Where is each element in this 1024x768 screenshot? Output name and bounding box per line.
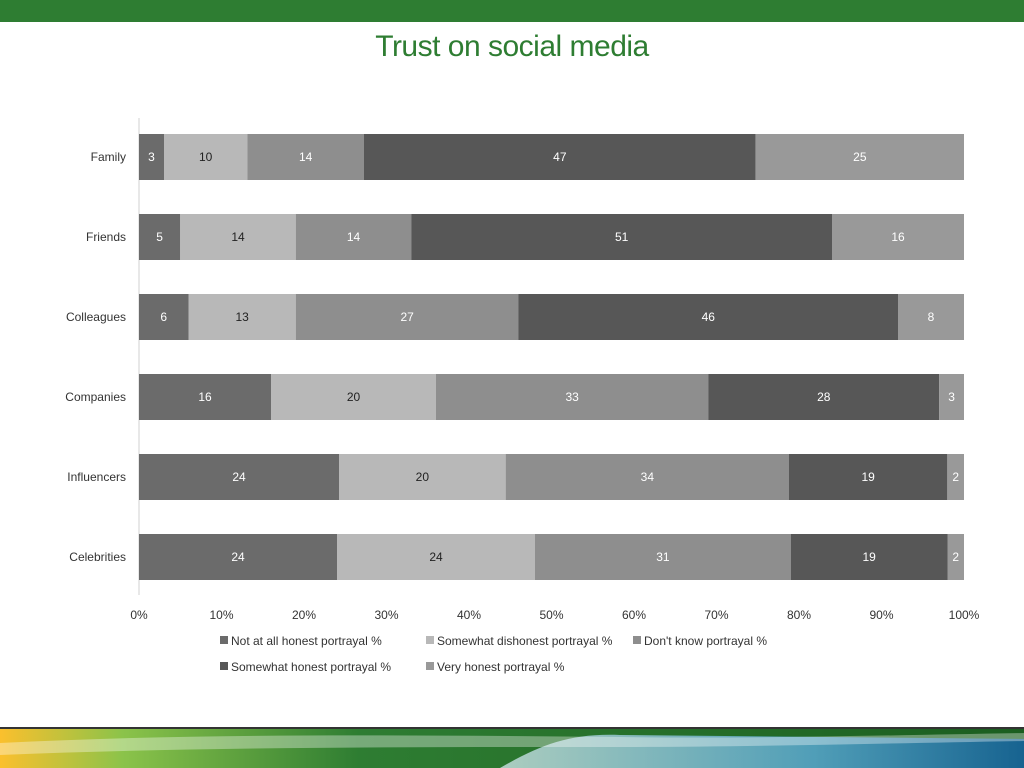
x-tick-label: 80% [787, 608, 811, 622]
data-label: 2 [952, 470, 959, 484]
data-label: 33 [565, 390, 579, 404]
bar-colleagues-don-t-know-portrayal [295, 294, 519, 340]
slide-title: Trust on social media [375, 30, 649, 63]
bar-family-very-honest-portrayal [755, 134, 964, 180]
stacked-bar-chart: 3 10 14 47 25 Family 5 14 14 51 16 Friends 6 13 27 46 8 C… [65, 118, 980, 674]
bar-celebrities-very-honest-portrayal [947, 534, 964, 580]
bar-family-somewhat-dishonest-portrayal [164, 134, 248, 180]
legend-swatch [220, 636, 228, 644]
data-label: 25 [853, 150, 867, 164]
x-tick-label: 30% [374, 608, 398, 622]
data-label: 6 [160, 310, 167, 324]
bar-influencers-don-t-know-portrayal [505, 454, 789, 500]
bar-colleagues-somewhat-honest-portrayal [518, 294, 898, 340]
bar-influencers-very-honest-portrayal [947, 454, 964, 500]
bar-companies-don-t-know-portrayal [436, 374, 709, 420]
legend-label: Somewhat dishonest portrayal % [437, 634, 613, 648]
footer-decoration [0, 725, 1024, 768]
x-tick-label: 20% [292, 608, 316, 622]
data-label: 19 [861, 470, 875, 484]
x-tick-label: 100% [949, 608, 980, 622]
data-label: 24 [429, 550, 443, 564]
legend-label: Somewhat honest portrayal % [231, 660, 391, 674]
data-label: 3 [148, 150, 155, 164]
data-label: 28 [817, 390, 831, 404]
legend-label: Don't know portrayal % [644, 634, 767, 648]
legend-swatch [220, 662, 228, 670]
bar-companies-somewhat-honest-portrayal [708, 374, 940, 420]
x-tick-label: 50% [539, 608, 563, 622]
x-tick-label: 60% [622, 608, 646, 622]
bar-family-don-t-know-portrayal [247, 134, 364, 180]
legend-swatch [426, 662, 434, 670]
data-label: 2 [952, 550, 959, 564]
legend-label: Not at all honest portrayal % [231, 634, 382, 648]
bar-friends-very-honest-portrayal [832, 214, 964, 260]
data-label: 19 [862, 550, 876, 564]
data-label: 47 [553, 150, 567, 164]
data-label: 5 [156, 230, 163, 244]
data-label: 27 [400, 310, 414, 324]
data-label: 10 [199, 150, 213, 164]
legend-swatch [633, 636, 641, 644]
data-label: 34 [641, 470, 655, 484]
bar-friends-don-t-know-portrayal [295, 214, 412, 260]
top-accent-bar [0, 0, 1024, 22]
bar-celebrities-somewhat-dishonest-portrayal [337, 534, 535, 580]
category-label: Companies [65, 390, 126, 404]
x-tick-label: 0% [130, 608, 148, 622]
data-label: 14 [231, 230, 245, 244]
bar-celebrities-somewhat-honest-portrayal [790, 534, 948, 580]
data-label: 20 [416, 470, 430, 484]
bar-family-not-at-all-honest-portrayal [139, 134, 164, 180]
data-label: 51 [615, 230, 629, 244]
category-label: Influencers [67, 470, 126, 484]
bar-celebrities-don-t-know-portrayal [535, 534, 791, 580]
bar-colleagues-very-honest-portrayal [898, 294, 964, 340]
x-tick-label: 10% [209, 608, 233, 622]
category-label: Colleagues [66, 310, 126, 324]
bar-influencers-somewhat-honest-portrayal [789, 454, 948, 500]
bar-friends-not-at-all-honest-portrayal [139, 214, 181, 260]
data-label: 46 [702, 310, 716, 324]
data-label: 16 [198, 390, 212, 404]
bar-companies-not-at-all-honest-portrayal [139, 374, 271, 420]
data-label: 8 [928, 310, 935, 324]
data-label: 20 [347, 390, 361, 404]
category-label: Friends [86, 230, 126, 244]
bar-influencers-not-at-all-honest-portrayal [139, 454, 339, 500]
bar-colleagues-not-at-all-honest-portrayal [139, 294, 189, 340]
legend-swatch [426, 636, 434, 644]
bar-celebrities-not-at-all-honest-portrayal [139, 534, 337, 580]
bar-family-somewhat-honest-portrayal [364, 134, 756, 180]
bar-friends-somewhat-dishonest-portrayal [180, 214, 296, 260]
bar-friends-somewhat-honest-portrayal [411, 214, 832, 260]
category-label: Celebrities [69, 550, 126, 564]
legend-label: Very honest portrayal % [437, 660, 565, 674]
data-label: 3 [948, 390, 955, 404]
data-label: 24 [231, 550, 245, 564]
bar-colleagues-somewhat-dishonest-portrayal [188, 294, 296, 340]
data-label: 24 [232, 470, 246, 484]
bar-companies-somewhat-dishonest-portrayal [271, 374, 436, 420]
data-label: 31 [656, 550, 670, 564]
bar-companies-very-honest-portrayal [939, 374, 964, 420]
data-label: 16 [891, 230, 905, 244]
bar-influencers-somewhat-dishonest-portrayal [339, 454, 506, 500]
x-tick-label: 40% [457, 608, 481, 622]
x-tick-label: 70% [704, 608, 728, 622]
x-tick-label: 90% [869, 608, 893, 622]
category-label: Family [91, 150, 126, 164]
data-label: 14 [299, 150, 313, 164]
data-label: 14 [347, 230, 361, 244]
data-label: 13 [235, 310, 249, 324]
